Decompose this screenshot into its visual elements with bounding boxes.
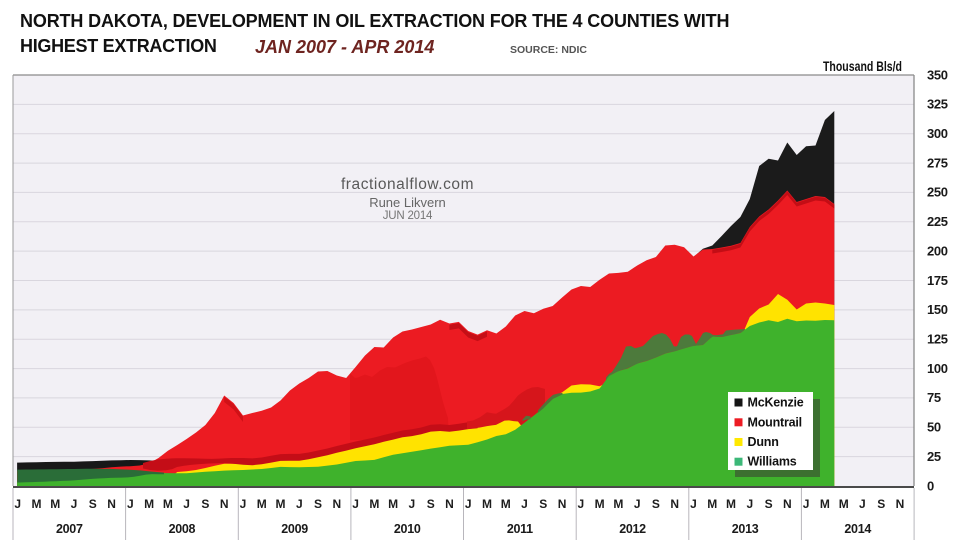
svg-text:N: N bbox=[783, 497, 792, 511]
svg-text:J: J bbox=[296, 497, 303, 511]
svg-text:M: M bbox=[257, 497, 267, 511]
svg-text:S: S bbox=[539, 497, 547, 511]
svg-text:Williams: Williams bbox=[748, 455, 797, 469]
svg-text:0: 0 bbox=[927, 478, 934, 493]
svg-text:2014: 2014 bbox=[844, 522, 871, 536]
svg-text:J: J bbox=[746, 497, 753, 511]
svg-text:N: N bbox=[107, 497, 116, 511]
svg-text:M: M bbox=[276, 497, 286, 511]
svg-text:2012: 2012 bbox=[619, 522, 646, 536]
svg-text:2013: 2013 bbox=[732, 522, 759, 536]
svg-text:S: S bbox=[89, 497, 97, 511]
svg-text:J: J bbox=[352, 497, 359, 511]
svg-text:J: J bbox=[71, 497, 78, 511]
svg-text:M: M bbox=[163, 497, 173, 511]
svg-text:125: 125 bbox=[927, 332, 948, 347]
svg-text:McKenzie: McKenzie bbox=[748, 396, 804, 410]
svg-text:100: 100 bbox=[927, 361, 948, 376]
svg-text:M: M bbox=[820, 497, 830, 511]
svg-text:325: 325 bbox=[927, 97, 948, 112]
svg-text:2010: 2010 bbox=[394, 522, 421, 536]
svg-text:Mountrail: Mountrail bbox=[748, 415, 802, 429]
svg-text:J: J bbox=[465, 497, 472, 511]
svg-text:N: N bbox=[332, 497, 341, 511]
svg-text:J: J bbox=[14, 497, 21, 511]
svg-text:250: 250 bbox=[927, 185, 948, 200]
svg-text:J: J bbox=[578, 497, 585, 511]
svg-text:M: M bbox=[388, 497, 398, 511]
svg-text:350: 350 bbox=[927, 67, 948, 82]
svg-text:J: J bbox=[859, 497, 866, 511]
svg-text:200: 200 bbox=[927, 243, 948, 258]
svg-text:M: M bbox=[595, 497, 605, 511]
svg-text:150: 150 bbox=[927, 302, 948, 317]
svg-text:M: M bbox=[501, 497, 511, 511]
svg-text:J: J bbox=[127, 497, 134, 511]
svg-text:J: J bbox=[690, 497, 697, 511]
svg-text:M: M bbox=[726, 497, 736, 511]
svg-text:25: 25 bbox=[927, 449, 941, 464]
svg-text:300: 300 bbox=[927, 126, 948, 141]
svg-text:M: M bbox=[482, 497, 492, 511]
svg-text:J: J bbox=[183, 497, 190, 511]
svg-text:J: J bbox=[634, 497, 641, 511]
svg-text:N: N bbox=[670, 497, 679, 511]
svg-text:2008: 2008 bbox=[169, 522, 196, 536]
svg-text:J: J bbox=[240, 497, 247, 511]
svg-text:S: S bbox=[201, 497, 209, 511]
svg-text:S: S bbox=[877, 497, 885, 511]
svg-text:2011: 2011 bbox=[507, 522, 533, 536]
svg-text:75: 75 bbox=[927, 390, 941, 405]
svg-text:J: J bbox=[409, 497, 416, 511]
svg-text:Dunn: Dunn bbox=[748, 435, 779, 449]
svg-text:175: 175 bbox=[927, 273, 948, 288]
svg-text:50: 50 bbox=[927, 420, 941, 435]
svg-text:J: J bbox=[521, 497, 528, 511]
svg-text:S: S bbox=[765, 497, 773, 511]
svg-text:J: J bbox=[803, 497, 810, 511]
svg-text:N: N bbox=[220, 497, 229, 511]
svg-text:M: M bbox=[32, 497, 42, 511]
svg-text:M: M bbox=[707, 497, 717, 511]
svg-text:N: N bbox=[445, 497, 454, 511]
svg-text:M: M bbox=[144, 497, 154, 511]
svg-text:M: M bbox=[50, 497, 60, 511]
svg-text:225: 225 bbox=[927, 214, 948, 229]
svg-text:275: 275 bbox=[927, 155, 948, 170]
svg-text:M: M bbox=[839, 497, 849, 511]
svg-text:M: M bbox=[369, 497, 379, 511]
svg-text:S: S bbox=[314, 497, 322, 511]
svg-text:2007: 2007 bbox=[56, 522, 83, 536]
svg-text:N: N bbox=[558, 497, 567, 511]
svg-text:N: N bbox=[896, 497, 905, 511]
svg-text:2009: 2009 bbox=[281, 522, 308, 536]
svg-text:S: S bbox=[652, 497, 660, 511]
svg-text:M: M bbox=[613, 497, 623, 511]
svg-text:S: S bbox=[427, 497, 435, 511]
